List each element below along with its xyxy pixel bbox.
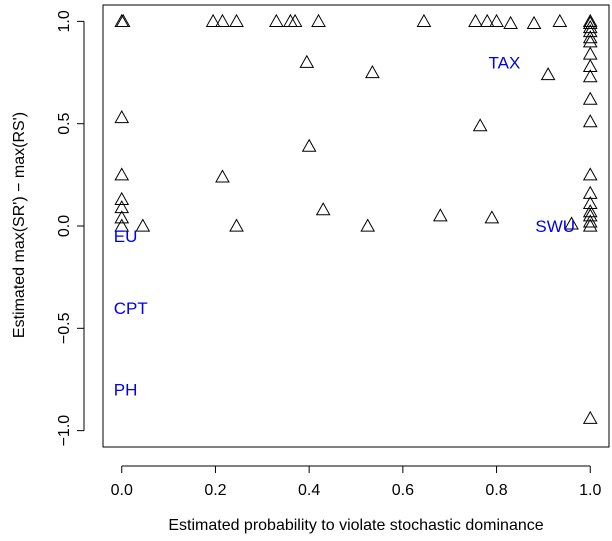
annotation-tax: TAX <box>489 53 521 72</box>
data-point <box>432 208 448 222</box>
data-point <box>114 218 130 232</box>
plot-frame <box>102 4 610 448</box>
data-point <box>287 13 303 27</box>
data-point <box>205 13 221 27</box>
annotations: TAX SWU EU CPT PH <box>114 53 575 399</box>
data-point <box>582 218 598 232</box>
data-point <box>360 218 376 232</box>
y-tick-label: 1.0 <box>56 10 73 32</box>
data-point <box>484 210 500 224</box>
data-point <box>582 24 598 38</box>
data-point <box>582 214 598 228</box>
data-point <box>114 110 130 124</box>
data-point <box>416 13 432 27</box>
data-point <box>301 138 317 152</box>
annotation-ph: PH <box>114 381 138 400</box>
data-point <box>582 58 598 72</box>
y-tick-label: 0.5 <box>56 112 73 134</box>
data-point <box>540 67 556 81</box>
x-tick-label: 0.6 <box>392 482 414 499</box>
y-tick-label: −0.5 <box>56 312 73 344</box>
annotation-eu: EU <box>114 227 138 246</box>
data-point <box>468 13 483 27</box>
data-point <box>582 46 598 60</box>
data-points <box>114 13 598 424</box>
axes: 0.0 0.2 0.4 0.6 0.8 1.0 −1.0 −0.5 0.0 0.5 1.0 <box>56 4 610 499</box>
data-point <box>582 410 598 424</box>
x-tick-label: 0.8 <box>485 482 507 499</box>
annotation-swu: SWU <box>535 217 575 236</box>
data-point <box>114 200 130 214</box>
data-point <box>315 202 331 216</box>
x-tick-label: 1.0 <box>579 482 601 499</box>
data-point <box>582 204 598 218</box>
data-point <box>582 185 598 199</box>
data-point <box>552 13 568 27</box>
data-point <box>115 13 131 27</box>
data-point <box>582 208 598 222</box>
y-axis-label: Estimated max(SR') − max(RS') <box>11 112 28 338</box>
data-point <box>582 30 598 44</box>
data-point <box>229 218 244 232</box>
x-tick-label: 0.2 <box>204 482 226 499</box>
data-point <box>114 210 130 224</box>
data-point <box>582 15 598 29</box>
data-point <box>582 13 598 27</box>
data-point <box>489 13 504 27</box>
y-tick-label: −1.0 <box>56 415 73 447</box>
data-point <box>564 216 579 230</box>
data-point <box>114 191 130 205</box>
data-point <box>582 167 598 181</box>
data-point <box>582 114 598 128</box>
x-tick-label: 0.4 <box>298 482 320 499</box>
y-tick-label: 0.0 <box>56 215 73 237</box>
data-point <box>526 15 542 29</box>
data-point <box>114 167 130 181</box>
data-point <box>582 91 598 105</box>
x-tick-label: 0.0 <box>111 482 133 499</box>
data-point <box>215 169 230 183</box>
data-point <box>268 13 284 27</box>
data-point <box>472 118 488 132</box>
data-point <box>215 13 230 27</box>
annotation-cpt: CPT <box>114 299 148 318</box>
data-point <box>283 13 298 27</box>
data-point <box>479 13 495 27</box>
x-axis-label: Estimated probability to violate stochas… <box>168 517 543 534</box>
data-point <box>135 218 151 232</box>
data-point <box>299 54 315 68</box>
data-point <box>503 15 518 29</box>
data-point <box>229 13 244 27</box>
data-point <box>582 19 598 34</box>
data-point <box>365 65 380 79</box>
data-point <box>311 13 326 27</box>
data-point <box>582 69 598 83</box>
